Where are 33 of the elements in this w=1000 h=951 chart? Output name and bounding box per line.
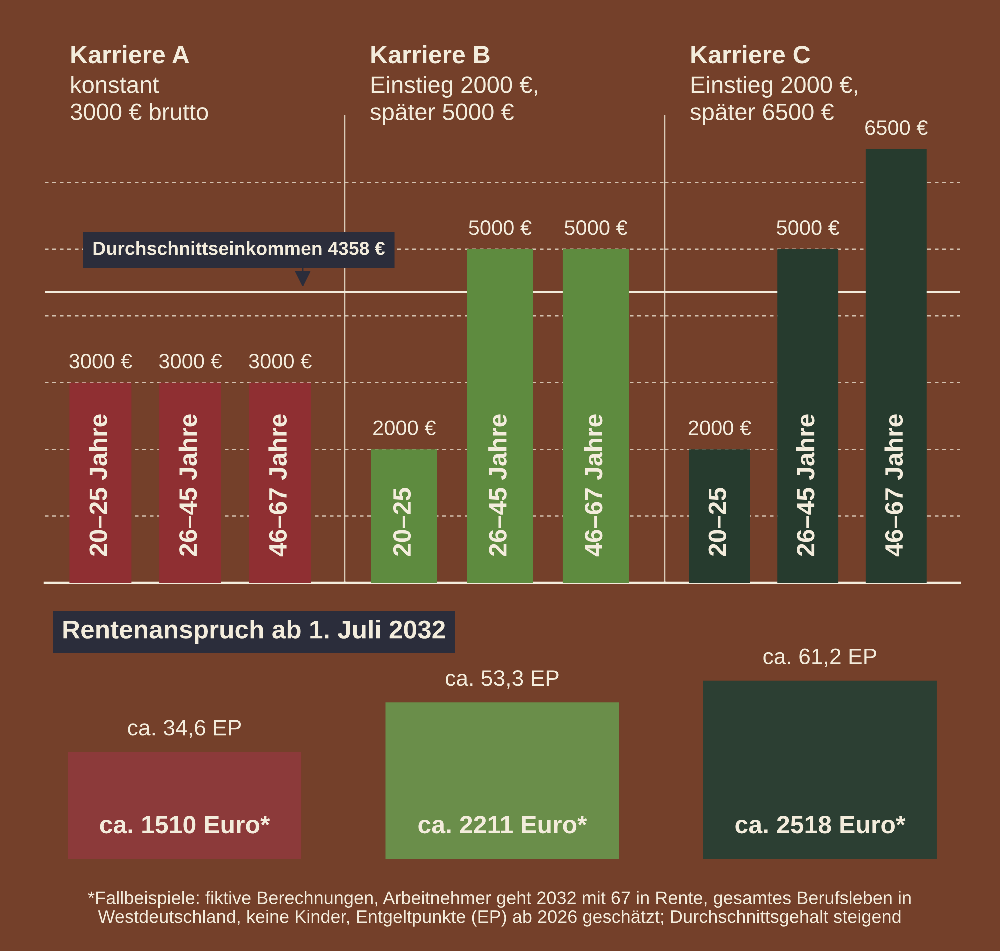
- ref-line-label: Durchschnittseinkommen 4358 €: [94, 242, 386, 256]
- text: *Fallbeispiele: fiktive Berechnungen, Arbeitnehmer geht 2032 mit 67 in Rente, gesamtes Berufsleben in Westdeutschland, keine Kinder, Entgeltpunkte (EP) ab 2026 geschätzt; Durchschnittsgehalt steigend: [88, 891, 911, 927]
- x-tick-label: 46–67 Jahre: [268, 414, 288, 557]
- x-tick-label: 26–45 Jahre: [488, 414, 507, 556]
- chart-subtitle: Einstieg 2000 €, später 5000 €: [370, 76, 538, 126]
- data-label: ca. 1510 Euro*: [100, 816, 270, 834]
- data-label: 3000 €: [249, 354, 312, 369]
- chart-subtitle: konstant 3000 € brutto: [70, 76, 208, 120]
- x-tick-label: 26–45 Jahre: [178, 414, 198, 556]
- chart-subtitle: Einstieg 2000 €, später 6500 €: [690, 76, 858, 126]
- x-tick-label: 20–25 Jahre: [89, 414, 108, 556]
- data-label: ca. 2518 Euro*: [736, 816, 906, 834]
- data-label: 2000 €: [374, 420, 436, 436]
- annotation: ca. 53,3 EP: [446, 670, 559, 689]
- chart-title: Karriere A: [72, 45, 190, 64]
- data-label: 3000 €: [70, 354, 132, 369]
- x-tick-label: 20–25: [393, 488, 412, 556]
- annotation: ca. 34,6 EP: [128, 720, 242, 738]
- data-label: 6500 €: [866, 120, 928, 136]
- data-label: 5000 €: [469, 220, 532, 236]
- chart-title: Karriere C: [692, 45, 810, 64]
- data-label: ca. 2211 Euro*: [418, 816, 588, 834]
- data-label: 2000 €: [688, 420, 752, 436]
- chart-title: Karriere B: [372, 45, 490, 64]
- data-label: 3000 €: [159, 354, 222, 369]
- x-tick-label: 26–45 Jahre: [796, 414, 815, 556]
- x-tick-label: 46–67 Jahre: [584, 414, 603, 557]
- data-label: 5000 €: [777, 220, 840, 236]
- data-label: 5000 €: [564, 220, 628, 236]
- x-tick-label: 20–25: [708, 488, 726, 556]
- annotation: ca. 61,2 EP: [764, 648, 876, 668]
- x-tick-label: 46–67 Jahre: [884, 414, 904, 557]
- chart-title: Rentenanspruch ab 1. Juli 2032: [64, 620, 446, 644]
